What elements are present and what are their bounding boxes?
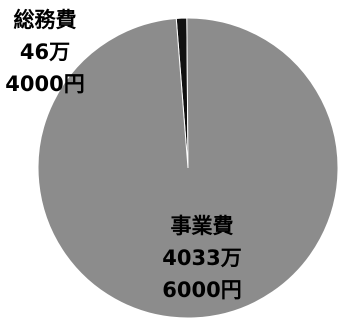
pie-slice-jigyou <box>37 17 338 319</box>
slice-label-name: 総務費 <box>13 8 77 32</box>
slice-label-value-yen: 4000円 <box>5 72 85 96</box>
slice-label-soumu: 総務費 46万 4000円 <box>2 4 88 100</box>
slice-label-jigyou: 事業費 4033万 6000円 <box>150 210 254 306</box>
slice-label-value-man: 46万 <box>19 40 71 64</box>
slice-label-value-man: 4033万 <box>162 246 242 270</box>
slice-label-name: 事業費 <box>170 214 234 238</box>
slice-label-value-yen: 6000円 <box>162 278 242 302</box>
